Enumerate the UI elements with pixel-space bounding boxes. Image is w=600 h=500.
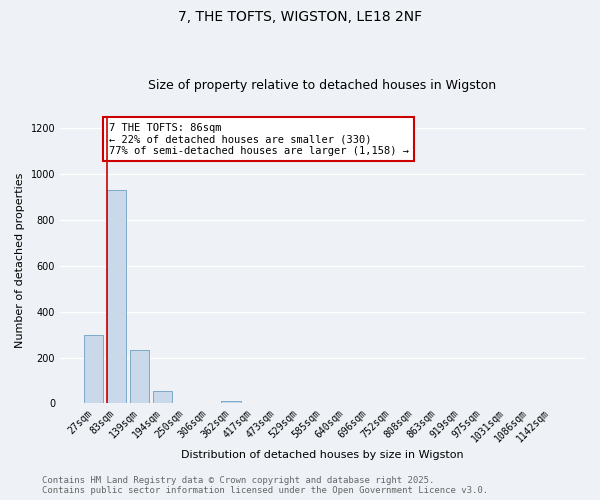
Text: 7 THE TOFTS: 86sqm
← 22% of detached houses are smaller (330)
77% of semi-detach: 7 THE TOFTS: 86sqm ← 22% of detached hou… (109, 122, 409, 156)
Y-axis label: Number of detached properties: Number of detached properties (15, 172, 25, 348)
Text: Contains HM Land Registry data © Crown copyright and database right 2025.
Contai: Contains HM Land Registry data © Crown c… (42, 476, 488, 495)
Bar (130, 350, 149, 404)
Bar (107, 190, 126, 404)
Bar (152, 391, 172, 404)
Bar (84, 334, 103, 404)
Bar (221, 401, 241, 404)
X-axis label: Distribution of detached houses by size in Wigston: Distribution of detached houses by size … (181, 450, 464, 460)
Text: 7, THE TOFTS, WIGSTON, LE18 2NF: 7, THE TOFTS, WIGSTON, LE18 2NF (178, 10, 422, 24)
Title: Size of property relative to detached houses in Wigston: Size of property relative to detached ho… (148, 79, 497, 92)
